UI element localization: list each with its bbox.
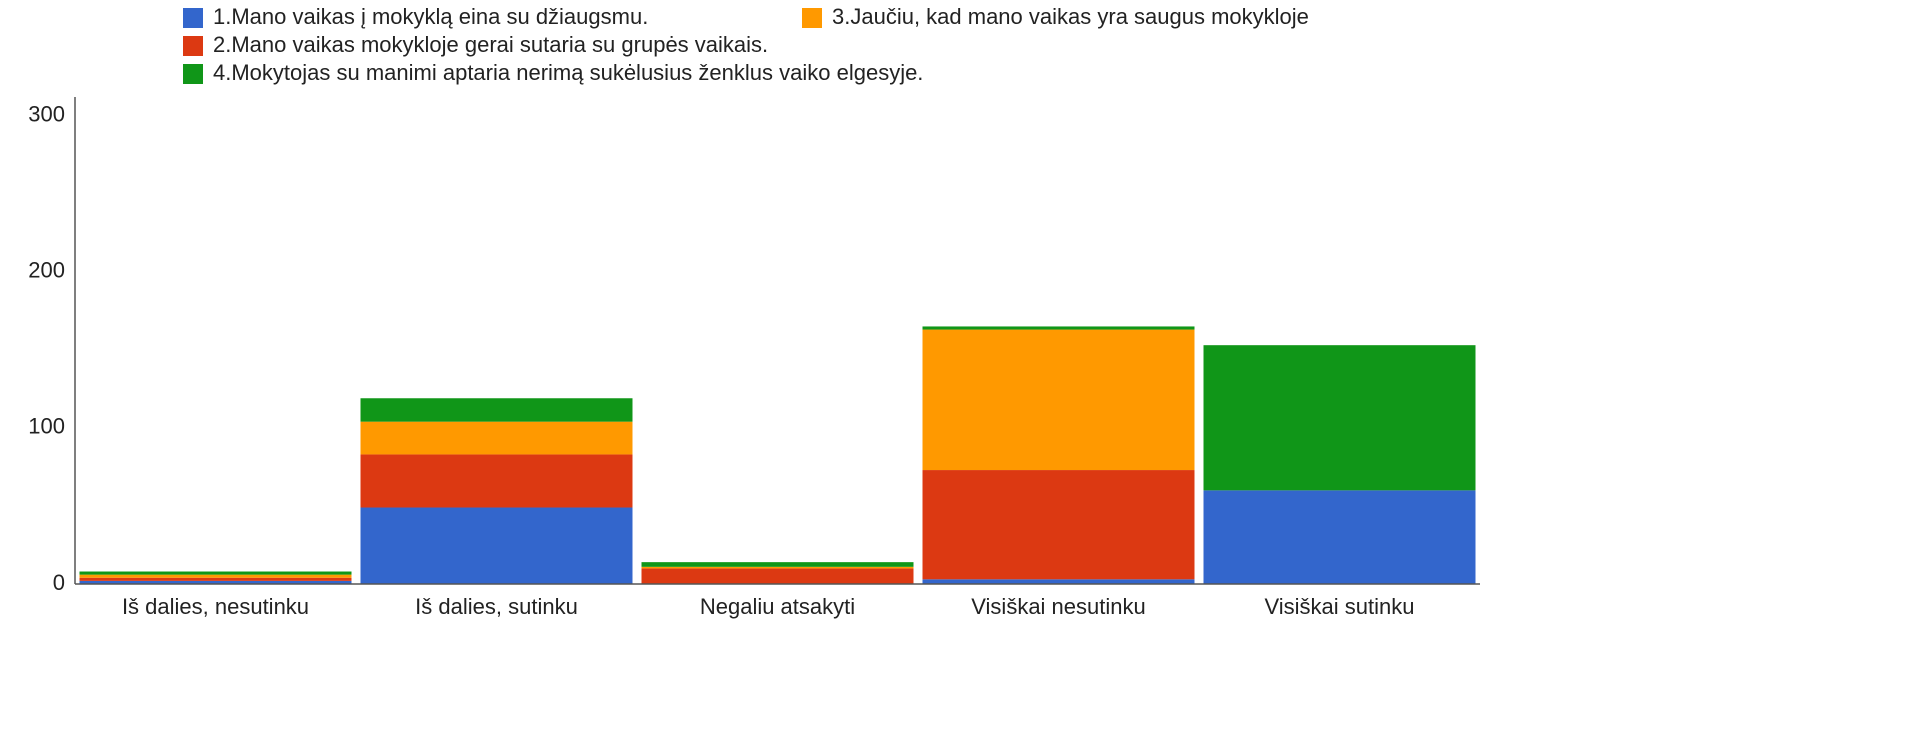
bar-segment [922, 470, 1195, 580]
bar-segment [360, 454, 633, 508]
x-tick-label: Negaliu atsakyti [700, 594, 855, 619]
x-tick-label: Visiškai nesutinku [971, 594, 1145, 619]
bar-segment [360, 507, 633, 584]
x-tick-label: Iš dalies, nesutinku [122, 594, 309, 619]
bar-segment [922, 326, 1195, 330]
bar-segment [922, 579, 1195, 584]
bar-segment [641, 562, 914, 567]
bar-segment [641, 566, 914, 569]
legend-label: 1.Mano vaikas į mokyklą eina su džiaugsm… [213, 4, 648, 29]
legend-swatch [802, 8, 822, 28]
x-tick-label: Visiškai sutinku [1265, 594, 1415, 619]
y-tick-label: 100 [28, 414, 65, 439]
bar-segment [79, 577, 352, 581]
bar-segment [360, 421, 633, 455]
legend-label: 2.Mano vaikas mokykloje gerai sutaria su… [213, 32, 768, 57]
legend-swatch [183, 64, 203, 84]
y-tick-label: 0 [53, 570, 65, 595]
legend-swatch [183, 8, 203, 28]
bar-segment [360, 398, 633, 422]
y-tick-label: 300 [28, 102, 65, 127]
legend-label: 3.Jaučiu, kad mano vaikas yra saugus mok… [832, 4, 1309, 29]
bar-segment [79, 580, 352, 584]
bar-segment [1203, 345, 1476, 491]
bar-segment [79, 571, 352, 575]
legend-swatch [183, 36, 203, 56]
x-tick-label: Iš dalies, sutinku [415, 594, 578, 619]
bar-segment [1203, 490, 1476, 584]
bar-segment [79, 574, 352, 578]
y-tick-label: 200 [28, 258, 65, 283]
bar-segment [922, 329, 1195, 471]
legend-label: 4.Mokytojas su manimi aptaria nerimą suk… [213, 60, 923, 85]
bar-segment [641, 568, 914, 584]
